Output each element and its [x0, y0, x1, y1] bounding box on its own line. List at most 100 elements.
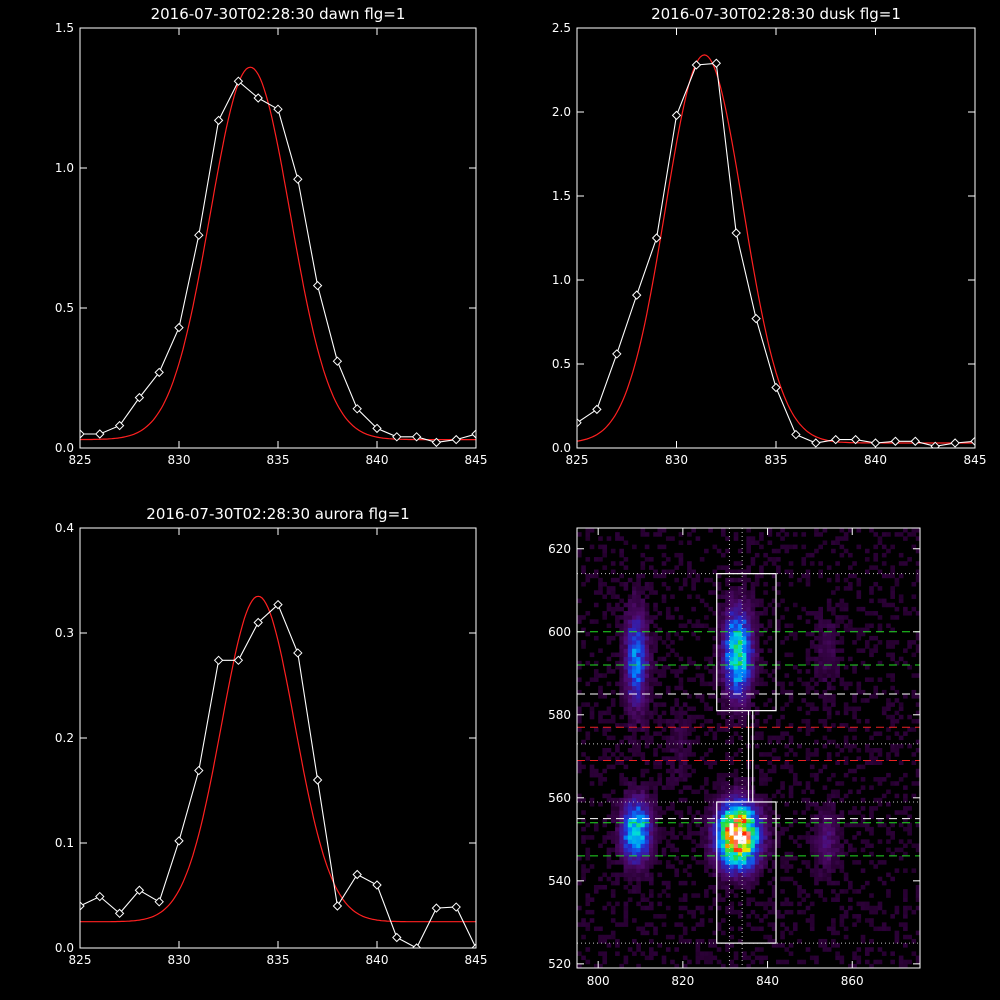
- heatmap-cell: [577, 677, 582, 682]
- heatmap-cell: [763, 831, 768, 836]
- heatmap-cell: [699, 677, 705, 682]
- heatmap-cell: [627, 635, 633, 641]
- heatmap-cell: [767, 901, 773, 907]
- heatmap-cell: [759, 826, 764, 832]
- heatmap-cell: [636, 743, 641, 749]
- heatmap-cell: [712, 814, 718, 819]
- heatmap-cell: [657, 702, 663, 707]
- heatmap-cell: [602, 959, 608, 965]
- heatmap-cell: [809, 814, 815, 819]
- heatmap-cell: [869, 814, 874, 819]
- heatmap-cell: [814, 689, 819, 695]
- heatmap-cell: [805, 806, 811, 811]
- heatmap-cell: [678, 623, 684, 629]
- heatmap-cell: [746, 826, 752, 832]
- heatmap-cell: [670, 731, 675, 736]
- heatmap-cell: [780, 855, 785, 861]
- heatmap-cell: [826, 602, 832, 608]
- heatmap-cell: [720, 880, 726, 886]
- heatmap-cell: [737, 548, 743, 554]
- heatmap-cell: [754, 681, 760, 687]
- heatmap-cell: [725, 548, 730, 554]
- heatmap-cell: [881, 822, 887, 828]
- heatmap-cell: [750, 590, 756, 595]
- heatmap-cell: [712, 797, 718, 803]
- heatmap-cell: [720, 648, 726, 653]
- heatmap-cell: [835, 760, 840, 765]
- heatmap-cell: [746, 540, 752, 545]
- heatmap-cell: [767, 777, 773, 782]
- heatmap-cell: [708, 748, 713, 753]
- heatmap-cell: [894, 930, 900, 936]
- heatmap-cell: [725, 635, 730, 641]
- heatmap-cell: [835, 826, 840, 832]
- heatmap-cell: [661, 826, 667, 832]
- heatmap-cell: [602, 727, 608, 732]
- heatmap-cell: [746, 963, 752, 969]
- heatmap-cell: [712, 818, 718, 824]
- heatmap-cell: [687, 694, 692, 699]
- heatmap-cell: [720, 872, 726, 878]
- heatmap-cell: [746, 611, 752, 616]
- heatmap-cell: [729, 839, 735, 844]
- heatmap-cell: [835, 864, 840, 869]
- heatmap-cell: [627, 689, 633, 695]
- heatmap-cell: [894, 606, 900, 612]
- heatmap-cell: [644, 731, 650, 736]
- heatmap-cell: [873, 797, 879, 803]
- heatmap-cell: [712, 694, 718, 699]
- heatmap-cell: [750, 557, 756, 562]
- heatmap-cell: [632, 793, 637, 799]
- heatmap-cell: [831, 644, 836, 649]
- heatmap-cell: [763, 847, 768, 853]
- heatmap-cell: [623, 756, 629, 761]
- heatmap-cell: [822, 943, 828, 948]
- heatmap-cell: [593, 772, 599, 778]
- heatmap-cell: [915, 528, 921, 533]
- heatmap-cell: [716, 926, 722, 932]
- heatmap-cell: [826, 631, 832, 637]
- heatmap-cell: [670, 826, 675, 832]
- heatmap-cell: [814, 880, 819, 886]
- heatmap-cell: [648, 735, 654, 741]
- heatmap-cell: [759, 851, 764, 857]
- heatmap-cell: [826, 851, 832, 857]
- heatmap-cell: [615, 822, 620, 828]
- heatmap-cell: [632, 694, 637, 699]
- heatmap-cell: [903, 926, 908, 932]
- heatmap-cell: [784, 760, 790, 765]
- heatmap-cell: [687, 831, 692, 836]
- heatmap-cell: [852, 810, 857, 815]
- heatmap-cell: [712, 872, 718, 878]
- heatmap-cell: [657, 764, 663, 770]
- heatmap-cell: [716, 698, 722, 703]
- heatmap-cell: [759, 806, 764, 811]
- heatmap-cell: [678, 764, 684, 770]
- heatmap-cell: [615, 810, 620, 815]
- heatmap-cell: [907, 532, 912, 537]
- heatmap-cell: [915, 718, 921, 724]
- heatmap-cell: [615, 831, 620, 836]
- data-point-marker: [751, 313, 761, 324]
- heatmap-cell: [759, 835, 764, 840]
- heatmap-cell: [877, 822, 883, 828]
- heatmap-cell: [822, 669, 828, 674]
- heatmap-cell: [615, 951, 620, 956]
- chart-title: 2016-07-30T02:28:30 dawn flg=1: [151, 5, 406, 23]
- heatmap-cell: [678, 677, 684, 682]
- heatmap-cell: [665, 743, 671, 749]
- heatmap-cell: [661, 569, 667, 575]
- heatmap-cell: [826, 714, 832, 720]
- data-point-marker: [233, 655, 244, 666]
- heatmap-cell: [822, 822, 828, 828]
- heatmap-cell: [653, 706, 658, 712]
- heatmap-cell: [665, 723, 671, 728]
- heatmap-cell: [610, 594, 616, 599]
- heatmap-cell: [826, 694, 832, 699]
- heatmap-cell: [708, 627, 713, 633]
- heatmap-cell: [843, 735, 849, 741]
- heatmap-cell: [577, 598, 582, 604]
- heatmap-cell: [754, 677, 760, 682]
- heatmap-cell: [623, 789, 629, 795]
- heatmap-cell: [898, 594, 904, 599]
